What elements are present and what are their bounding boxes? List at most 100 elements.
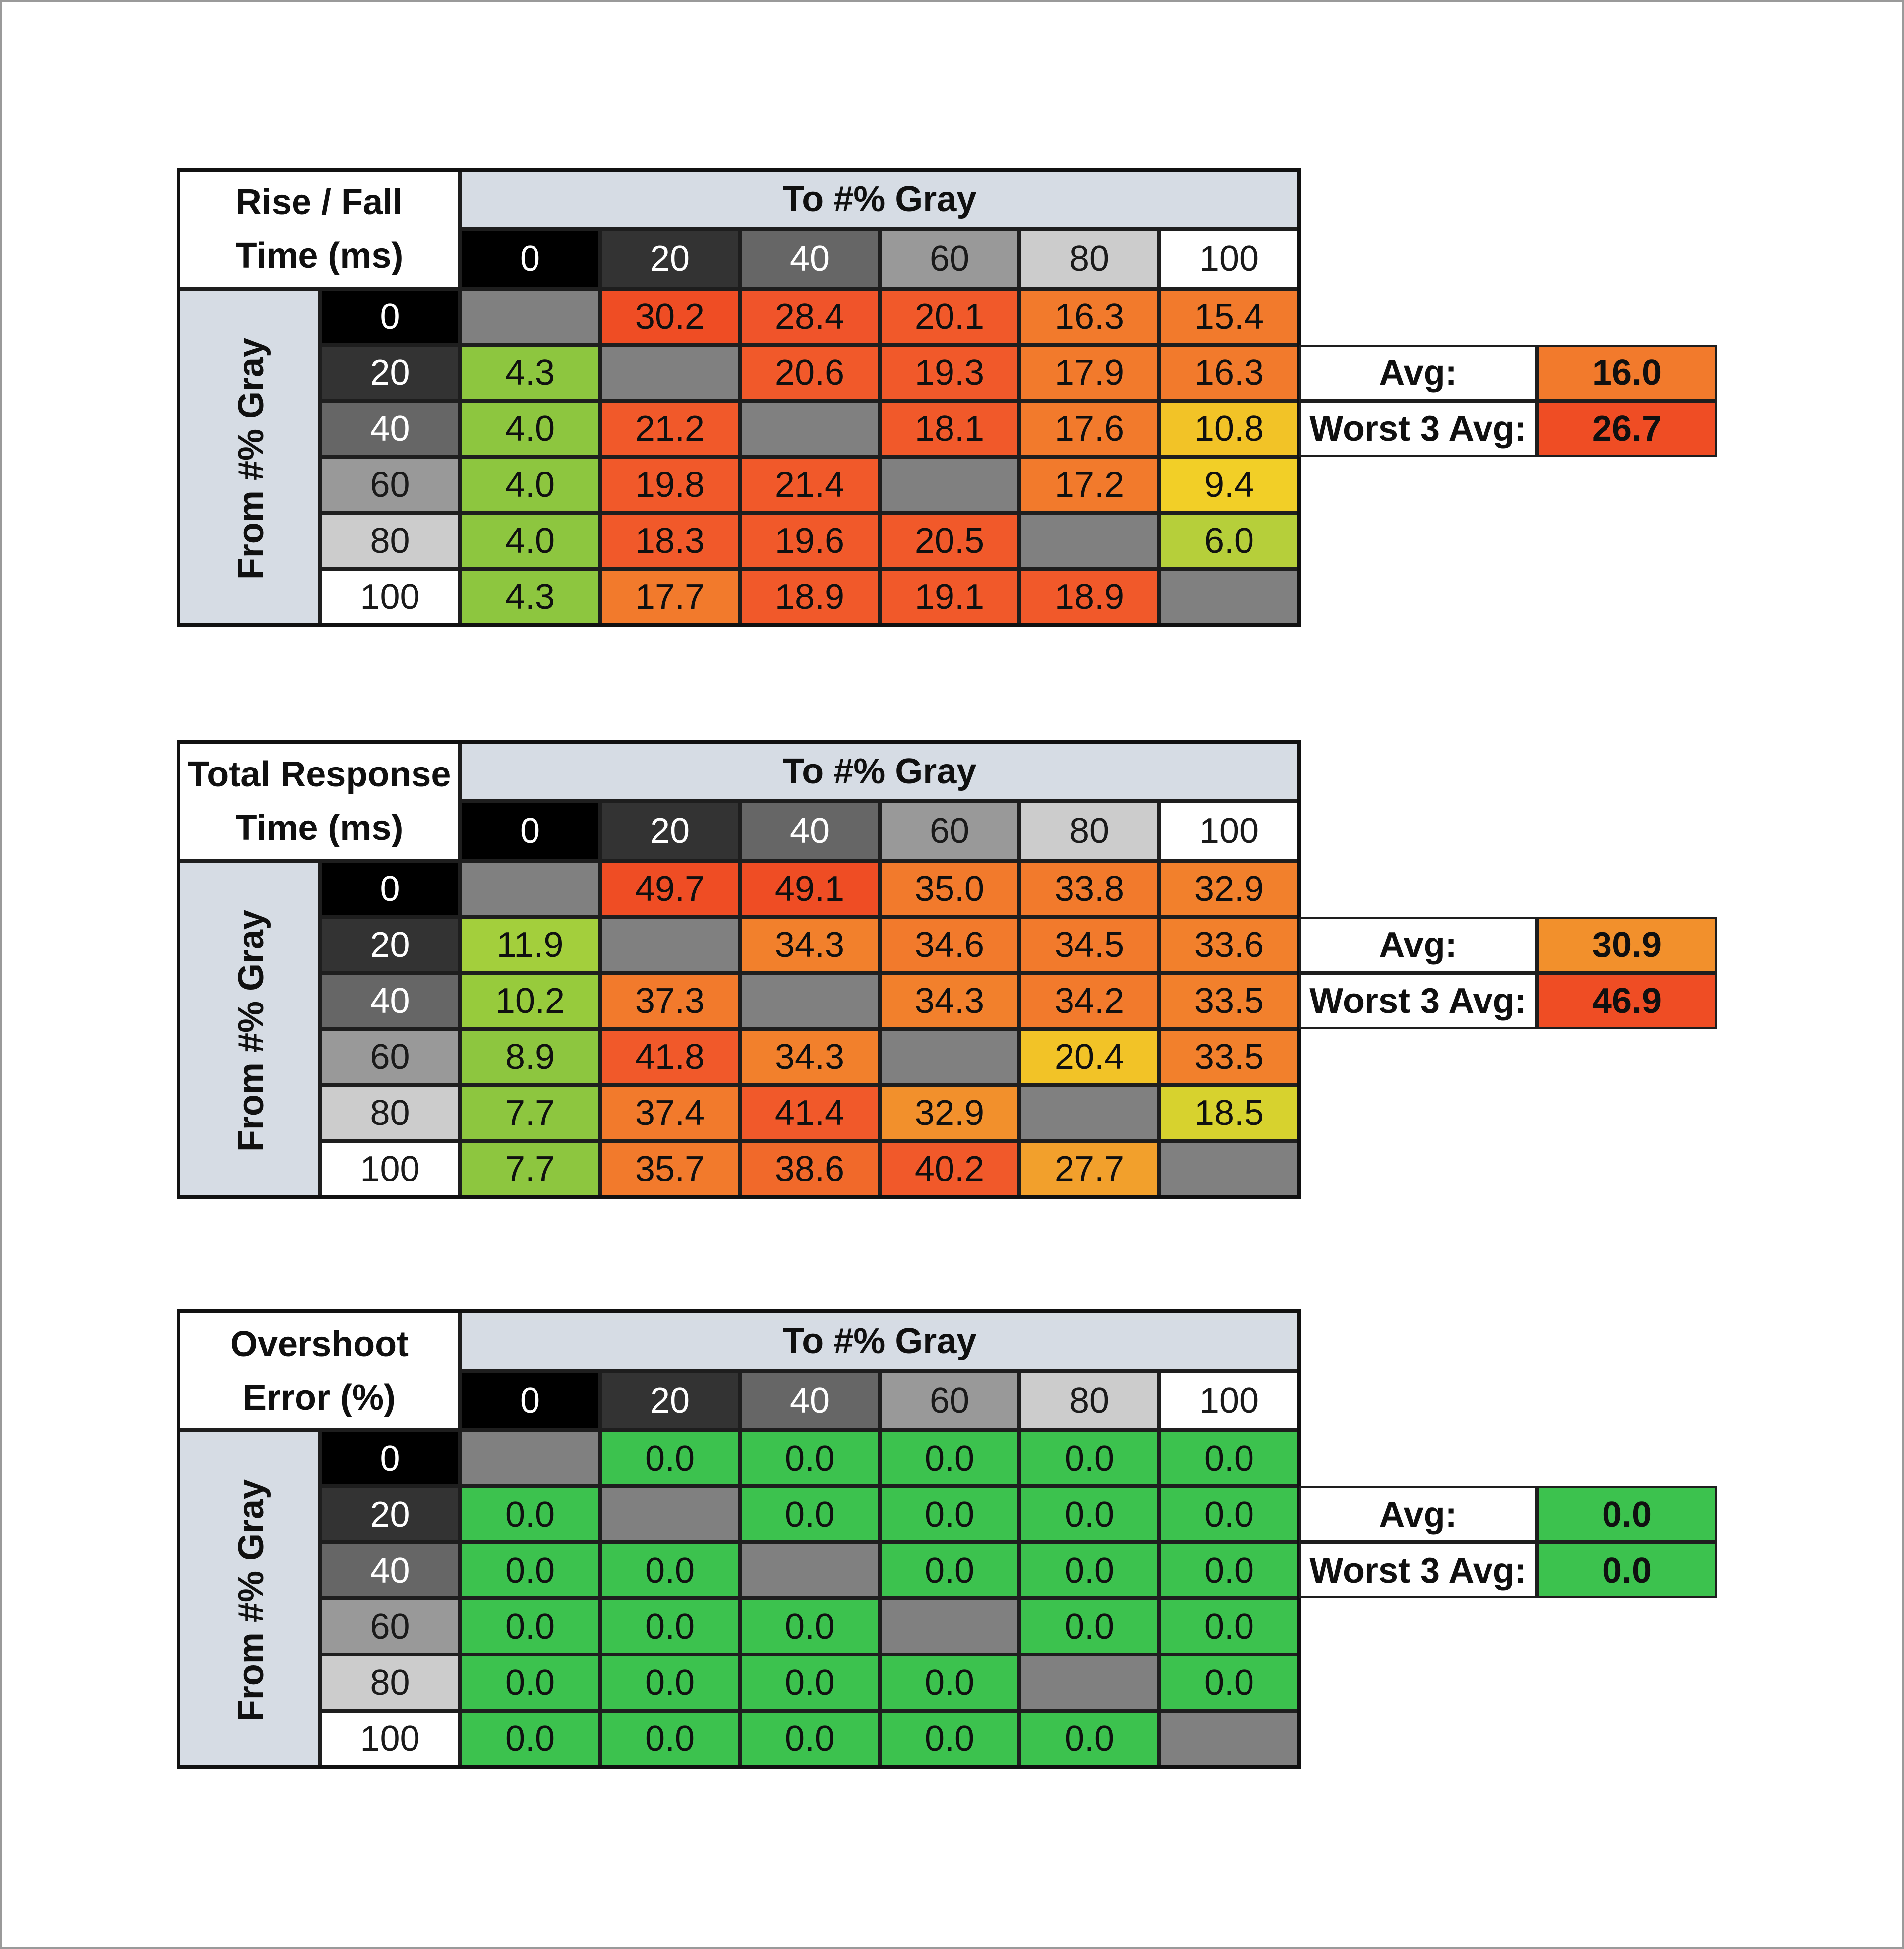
table-title-line: Rise / Fall	[236, 182, 403, 222]
data-cell: 0.0	[1019, 1430, 1159, 1486]
diagonal-cell	[600, 345, 740, 401]
from-level-header: 0	[320, 289, 460, 345]
data-cell: 0.0	[1159, 1654, 1299, 1711]
diagonal-cell	[460, 289, 600, 345]
to-level-header: 0	[460, 1371, 600, 1430]
data-cell: 49.1	[740, 861, 880, 917]
from-level-header: 20	[320, 917, 460, 973]
col-group-label: To #% Gray	[460, 742, 1299, 801]
from-level-header: 100	[320, 1141, 460, 1197]
worst-3-avg-value: 0.0	[1537, 1542, 1717, 1598]
data-cell: 18.1	[880, 401, 1019, 457]
avg-value: 16.0	[1537, 345, 1717, 401]
from-level-header: 40	[320, 973, 460, 1029]
worst-3-avg-value: 26.7	[1537, 401, 1717, 457]
table-title-line: Error (%)	[242, 1378, 396, 1417]
data-cell: 0.0	[1159, 1542, 1299, 1598]
to-level-header: 40	[740, 229, 880, 289]
from-level-header: 0	[320, 861, 460, 917]
data-cell: 10.2	[460, 973, 600, 1029]
from-level-header: 60	[320, 457, 460, 513]
data-cell: 10.8	[1159, 401, 1299, 457]
data-cell: 20.6	[740, 345, 880, 401]
data-cell: 0.0	[600, 1711, 740, 1767]
data-cell: 18.5	[1159, 1085, 1299, 1141]
data-cell: 27.7	[1019, 1141, 1159, 1197]
from-level-header: 100	[320, 569, 460, 625]
to-level-header: 20	[600, 1371, 740, 1430]
data-cell: 28.4	[740, 289, 880, 345]
table-title: Rise / Fall Time (ms)	[178, 170, 460, 289]
data-cell: 0.0	[1019, 1542, 1159, 1598]
diagonal-cell	[460, 1430, 600, 1486]
from-level-header: 60	[320, 1598, 460, 1654]
table-title-line: Time (ms)	[235, 808, 404, 848]
data-cell: 33.5	[1159, 1029, 1299, 1085]
row-group-label: From #% Gray	[231, 909, 271, 1152]
data-cell: 15.4	[1159, 289, 1299, 345]
data-cell: 0.0	[600, 1598, 740, 1654]
worst-3-avg-label: Worst 3 Avg:	[1299, 973, 1537, 1029]
from-level-header: 100	[320, 1711, 460, 1767]
worst-3-avg-value: 46.9	[1537, 973, 1717, 1029]
data-cell: 0.0	[460, 1542, 600, 1598]
data-cell: 0.0	[740, 1654, 880, 1711]
data-cell: 4.3	[460, 345, 600, 401]
data-cell: 21.2	[600, 401, 740, 457]
diagonal-cell	[1159, 569, 1299, 625]
data-cell: 4.0	[460, 513, 600, 569]
diagonal-cell	[460, 861, 600, 917]
row-group-label: From #% Gray	[231, 1479, 271, 1722]
worst-3-avg-label: Worst 3 Avg:	[1299, 401, 1537, 457]
diagonal-cell	[1019, 1654, 1159, 1711]
avg-value: 0.0	[1537, 1486, 1717, 1542]
avg-label: Avg:	[1299, 345, 1537, 401]
from-level-header: 0	[320, 1430, 460, 1486]
data-cell: 0.0	[880, 1486, 1019, 1542]
to-level-header: 80	[1019, 801, 1159, 861]
data-cell: 20.1	[880, 289, 1019, 345]
data-cell: 19.8	[600, 457, 740, 513]
avg-value: 30.9	[1537, 917, 1717, 973]
table-title-line: Overshoot	[230, 1324, 409, 1364]
data-cell: 8.9	[460, 1029, 600, 1085]
data-cell: 17.6	[1019, 401, 1159, 457]
data-cell: 18.9	[740, 569, 880, 625]
data-cell: 41.4	[740, 1085, 880, 1141]
worst-3-avg-label: Worst 3 Avg:	[1299, 1542, 1537, 1598]
data-cell: 4.3	[460, 569, 600, 625]
data-cell: 35.7	[600, 1141, 740, 1197]
diagonal-cell	[600, 917, 740, 973]
table-title: Total Response Time (ms)	[178, 742, 460, 861]
table-title: Overshoot Error (%)	[178, 1311, 460, 1430]
data-cell: 16.3	[1019, 289, 1159, 345]
data-cell: 30.2	[600, 289, 740, 345]
data-cell: 0.0	[1019, 1711, 1159, 1767]
avg-label: Avg:	[1299, 917, 1537, 973]
diagonal-cell	[880, 1598, 1019, 1654]
data-cell: 34.2	[1019, 973, 1159, 1029]
to-level-header: 100	[1159, 1371, 1299, 1430]
data-cell: 4.0	[460, 401, 600, 457]
diagonal-cell	[880, 457, 1019, 513]
data-cell: 16.3	[1159, 345, 1299, 401]
diagonal-cell	[1019, 1085, 1159, 1141]
data-cell: 0.0	[740, 1486, 880, 1542]
data-cell: 6.0	[1159, 513, 1299, 569]
data-cell: 9.4	[1159, 457, 1299, 513]
data-cell: 34.3	[740, 1029, 880, 1085]
from-level-header: 20	[320, 1486, 460, 1542]
data-cell: 20.5	[880, 513, 1019, 569]
col-group-label: To #% Gray	[460, 1311, 1299, 1371]
col-group-label: To #% Gray	[460, 170, 1299, 229]
to-level-header: 60	[880, 801, 1019, 861]
data-cell: 17.7	[600, 569, 740, 625]
data-cell: 0.0	[740, 1598, 880, 1654]
diagonal-cell	[740, 973, 880, 1029]
data-cell: 19.1	[880, 569, 1019, 625]
to-level-header: 80	[1019, 1371, 1159, 1430]
from-level-header: 40	[320, 401, 460, 457]
data-cell: 18.3	[600, 513, 740, 569]
to-level-header: 0	[460, 801, 600, 861]
